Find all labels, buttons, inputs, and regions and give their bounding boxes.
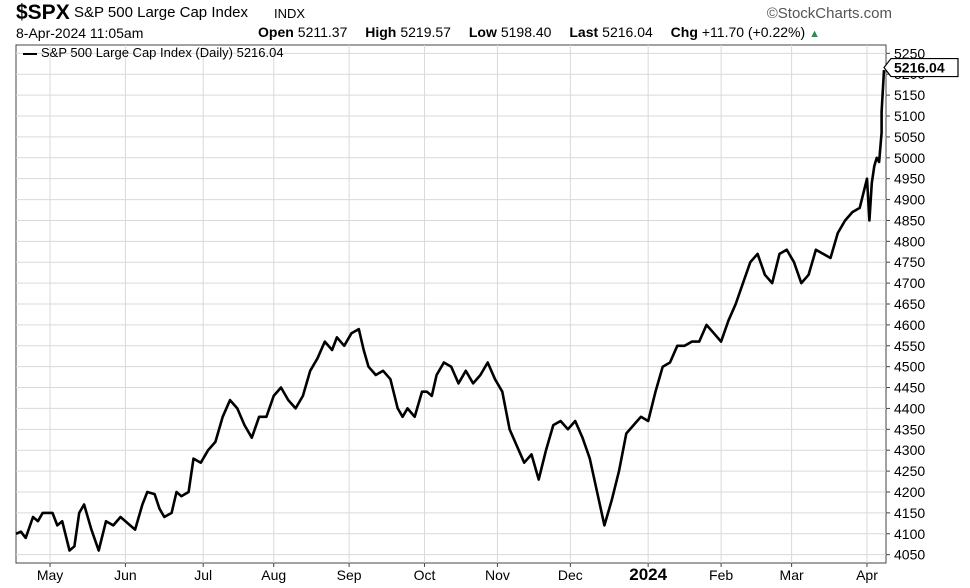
exchange-code: INDX (274, 6, 306, 21)
y-tick-label: 4200 (894, 484, 925, 500)
x-tick-label: Dec (558, 567, 583, 583)
x-tick-label: Jul (194, 567, 212, 583)
y-tick-label: 4400 (894, 400, 925, 416)
index-name: S&P 500 Large Cap Index (74, 4, 249, 21)
x-tick-label: Apr (856, 567, 878, 583)
legend-line-swatch (23, 52, 37, 55)
y-tick-label: 4500 (894, 359, 925, 375)
change-value: +11.70 (+0.22%) (701, 24, 806, 40)
y-tick-label: 4300 (894, 442, 925, 458)
legend-label: S&P 500 Large Cap Index (Daily) 5216.04 (41, 45, 284, 60)
high-value: 5219.57 (400, 24, 451, 40)
last-label: Last (569, 24, 599, 40)
last-value: 5216.04 (602, 24, 653, 40)
x-tick-label: Nov (485, 567, 510, 583)
last-value-label: 5216.04 (894, 60, 945, 76)
y-tick-label: 4600 (894, 317, 925, 333)
y-tick-label: 5150 (894, 87, 925, 103)
low-value: 5198.40 (500, 24, 552, 40)
y-tick-label: 5000 (894, 150, 925, 166)
brand-watermark: ©StockCharts.com (766, 5, 892, 22)
x-tick-label: Jun (114, 567, 137, 583)
x-tick-label: Oct (414, 567, 436, 583)
ohlc-readout: Open 5211.37 High 5219.57 Low 5198.40 Last 5… (258, 24, 820, 40)
x-tick-label: Sep (337, 567, 362, 583)
x-tick-label: May (37, 567, 63, 583)
chart-legend: S&P 500 Large Cap Index (Daily) 5216.04 (23, 45, 284, 60)
low-label: Low (468, 24, 497, 40)
y-tick-label: 4250 (894, 463, 925, 479)
y-tick-label: 4800 (894, 233, 925, 249)
y-tick-label: 5050 (894, 129, 925, 145)
price-series-line (15, 70, 886, 552)
y-tick-label: 4450 (894, 380, 925, 396)
y-tick-label: 4950 (894, 171, 925, 187)
open-value: 5211.37 (297, 24, 348, 40)
y-tick-label: 4750 (894, 254, 925, 270)
change-label: Chg (670, 24, 698, 40)
up-arrow-icon: ▲ (809, 28, 821, 40)
x-tick-label: Feb (709, 567, 733, 583)
x-tick-label: 2024 (629, 565, 667, 584)
y-tick-label: 4550 (894, 338, 925, 354)
y-tick-label: 5100 (894, 108, 925, 124)
open-label: Open (258, 24, 294, 40)
y-tick-label: 4700 (894, 275, 925, 291)
ticker-symbol: $SPX (16, 1, 70, 24)
y-tick-label: 4900 (894, 192, 925, 208)
y-tick-label: 4650 (894, 296, 925, 312)
y-tick-label: 5250 (894, 45, 925, 61)
last-value-callout (883, 57, 959, 78)
y-tick-label: 4100 (894, 526, 925, 542)
chart-header: $SPX S&P 500 Large Cap Index INDX ©Stock… (0, 0, 970, 46)
y-tick-label: 4150 (894, 505, 925, 521)
x-tick-label: Mar (780, 567, 804, 583)
y-tick-label: 4050 (894, 547, 925, 563)
y-tick-label: 4350 (894, 421, 925, 437)
y-tick-label: 4850 (894, 212, 925, 228)
x-tick-label: Aug (261, 567, 286, 583)
high-label: High (365, 24, 397, 40)
quote-date: 8-Apr-2024 11:05am (16, 25, 144, 41)
